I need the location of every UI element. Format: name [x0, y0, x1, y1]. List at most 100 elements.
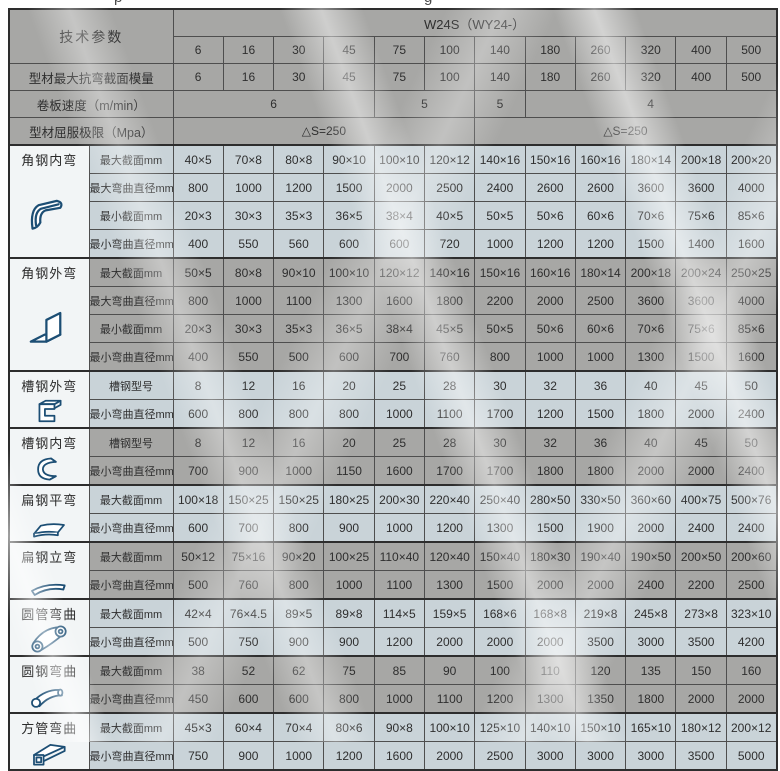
value-cell: 36 — [574, 370, 627, 400]
section-inner: 槽钢内弯 — [10, 430, 88, 484]
section-cell: 扁钢平弯 — [8, 484, 90, 543]
value-cell: 60×6 — [574, 201, 627, 230]
value-cell: 150×16 — [524, 144, 576, 174]
value-cell: 3600 — [625, 173, 677, 202]
value-cell: 12 — [222, 370, 275, 400]
value-cell: 800 — [273, 570, 325, 600]
value-cell: 35×3 — [273, 201, 325, 230]
section-cell: 槽钢外弯 — [8, 370, 90, 429]
value-cell: 2000 — [474, 627, 526, 657]
round-bar-bend-icon — [10, 680, 88, 712]
value-cell: 76×4.5 — [222, 598, 275, 628]
value-cell: 400×75 — [675, 484, 727, 514]
section-inner: 扁钢立弯 — [10, 544, 88, 598]
value-cell: 45 — [323, 63, 375, 91]
value-cell: 1800 — [423, 286, 476, 315]
value-cell: 800 — [273, 399, 325, 429]
table-row: 最小弯曲直径mm 700 900 1000 1150 1600 1700 1700 1800 18… — [9, 456, 778, 486]
value-cell: 200×18 — [625, 257, 677, 287]
table-row: 最小弯曲直径mm 450 600 600 800 1000 1100 1200 1300 1350… — [9, 684, 778, 714]
value-cell: 70×6 — [625, 201, 677, 230]
value-cell: 160 — [725, 655, 778, 685]
value-cell: 20×3 — [172, 314, 224, 343]
row-label: 最小截面mm — [88, 201, 174, 230]
value-cell: 1200 — [524, 399, 576, 429]
value-cell: 28 — [423, 427, 476, 457]
row-label: 型材最大抗弯截面模量 — [8, 63, 174, 91]
value-cell: 600 — [172, 399, 224, 429]
value-cell: 89×8 — [323, 598, 375, 628]
value-cell: 3000 — [625, 627, 677, 657]
value-cell: 1300 — [474, 513, 526, 543]
row-label: 最小弯曲直径mm — [88, 342, 174, 372]
value-cell: 200×30 — [373, 484, 425, 514]
table-row: 型材屈服极限（Mpa） △S=250 △S=250 — [8, 117, 778, 146]
value-cell: 150×25 — [273, 484, 325, 514]
value-cell: 1000 — [222, 286, 275, 315]
table-row: 最小弯曲直径mm 400 550 500 600 700 760 800 1000 1000 130… — [9, 342, 778, 372]
value-cell: 180×30 — [524, 541, 576, 571]
value-cell: 1700 — [474, 399, 526, 429]
value-cell: 75×6 — [675, 201, 727, 230]
value-cell: 135 — [625, 655, 677, 685]
row-label: 最小弯曲直径mm — [88, 627, 174, 657]
value-cell: 2400 — [474, 173, 526, 202]
value-cell: 360×60 — [625, 484, 677, 514]
value-cell: 75 — [323, 655, 375, 685]
value-cell: △S=250 — [474, 117, 778, 146]
value-cell: 2400 — [675, 513, 727, 543]
value-cell: 90×10 — [323, 144, 375, 174]
value-cell: 30 — [474, 370, 526, 400]
value-cell: 100 — [423, 63, 476, 91]
value-cell: 6 — [172, 90, 375, 118]
value-cell: 50×6 — [524, 201, 576, 230]
value-cell: 1200 — [373, 627, 425, 657]
value-cell: 320 — [625, 63, 677, 91]
value-cell: 25 — [373, 370, 425, 400]
value-cell: 80×6 — [323, 712, 375, 742]
row-label: 最小弯曲直径mm — [88, 570, 174, 600]
value-cell: 50×5 — [172, 257, 224, 287]
flat-bar-flat-bend-icon — [10, 509, 88, 541]
value-cell: 200×50 — [675, 541, 727, 571]
value-cell: 75 — [373, 63, 425, 91]
table-row: 最小截面mm 20×3 30×3 35×3 36×5 38×4 45×5 50×5 50×6 60… — [9, 314, 778, 343]
value-cell: 80×8 — [222, 257, 275, 287]
table-row: 卷板速度（m/min） 6 5 5 4 — [8, 90, 778, 118]
value-cell: 2000 — [524, 570, 576, 600]
row-label: 最大弯曲直径mm — [88, 286, 174, 315]
value-cell: 110 — [524, 655, 576, 685]
value-cell: 600 — [373, 229, 425, 259]
value-cell: 4 — [524, 90, 778, 118]
value-cell: 550 — [222, 229, 275, 259]
value-cell: 2000 — [423, 627, 476, 657]
value-cell: 400 — [172, 342, 224, 372]
value-cell: 4200 — [725, 627, 778, 657]
value-cell: 1000 — [323, 570, 375, 600]
value-cell: 900 — [273, 627, 325, 657]
value-cell: 1300 — [524, 684, 576, 714]
value-cell: 42×4 — [172, 598, 224, 628]
angle-inner-bend-icon — [10, 169, 88, 257]
row-label: 最大截面mm — [88, 598, 174, 628]
column-header: 180 — [524, 36, 576, 64]
value-cell: 38×4 — [373, 201, 425, 230]
value-cell: 180×14 — [625, 144, 677, 174]
value-cell: 3600 — [625, 286, 677, 315]
value-cell: 2400 — [625, 570, 677, 600]
table-row: 最小截面mm 20×3 30×3 35×3 36×5 38×4 40×5 50×5 50×6 60… — [9, 201, 778, 230]
value-cell: 900 — [323, 627, 375, 657]
value-cell: 1900 — [574, 513, 627, 543]
value-cell: 50×12 — [172, 541, 224, 571]
section-name: 槽钢内弯 — [21, 436, 78, 451]
value-cell: 45×5 — [423, 314, 476, 343]
value-cell: 1800 — [625, 684, 677, 714]
value-cell: 2000 — [675, 399, 727, 429]
value-cell: 1000 — [574, 342, 627, 372]
value-cell: 1500 — [474, 570, 526, 600]
value-cell: 1500 — [675, 342, 727, 372]
row-label: 卷板速度（m/min） — [8, 90, 174, 118]
table-row: 最小弯曲直径mm 500 760 800 1000 1100 1300 1500 2000 200… — [9, 570, 778, 600]
value-cell: 2400 — [725, 456, 778, 486]
